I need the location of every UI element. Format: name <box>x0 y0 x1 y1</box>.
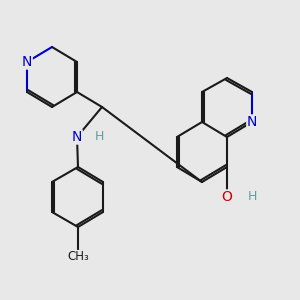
Text: CH₃: CH₃ <box>67 250 89 263</box>
Text: O: O <box>222 190 232 204</box>
Text: N: N <box>72 130 82 144</box>
Text: H: H <box>94 130 104 143</box>
Text: H: H <box>247 190 257 203</box>
Text: N: N <box>22 55 32 69</box>
Text: N: N <box>247 115 257 129</box>
